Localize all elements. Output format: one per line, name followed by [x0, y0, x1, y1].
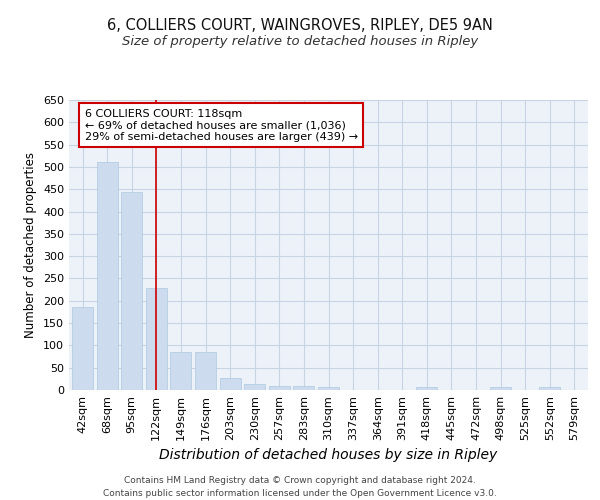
Bar — [416, 388, 437, 390]
Text: Contains HM Land Registry data © Crown copyright and database right 2024.
Contai: Contains HM Land Registry data © Crown c… — [103, 476, 497, 498]
Bar — [269, 386, 290, 390]
Text: 6, COLLIERS COURT, WAINGROVES, RIPLEY, DE5 9AN: 6, COLLIERS COURT, WAINGROVES, RIPLEY, D… — [107, 18, 493, 32]
Text: 6 COLLIERS COURT: 118sqm
← 69% of detached houses are smaller (1,036)
29% of sem: 6 COLLIERS COURT: 118sqm ← 69% of detach… — [85, 108, 358, 142]
Bar — [146, 288, 167, 390]
Bar — [318, 388, 339, 390]
Bar — [195, 352, 216, 390]
X-axis label: Distribution of detached houses by size in Ripley: Distribution of detached houses by size … — [160, 448, 497, 462]
Bar — [539, 388, 560, 390]
Bar — [220, 378, 241, 390]
Bar — [72, 308, 93, 390]
Bar — [293, 386, 314, 390]
Bar — [121, 192, 142, 390]
Y-axis label: Number of detached properties: Number of detached properties — [25, 152, 37, 338]
Bar — [490, 388, 511, 390]
Bar — [244, 384, 265, 390]
Text: Size of property relative to detached houses in Ripley: Size of property relative to detached ho… — [122, 35, 478, 48]
Bar — [170, 352, 191, 390]
Bar — [97, 162, 118, 390]
